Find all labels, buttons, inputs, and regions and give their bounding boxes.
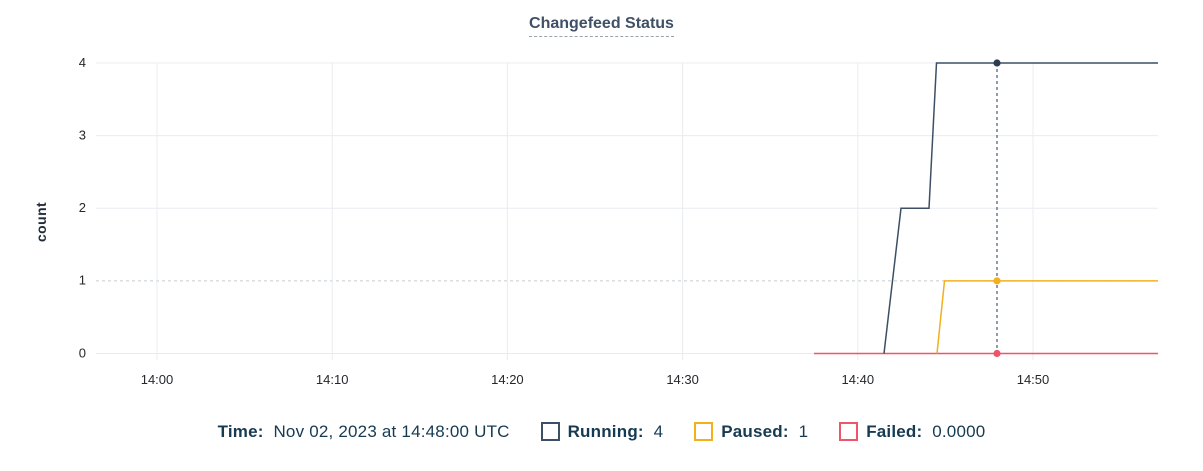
svg-text:14:40: 14:40 xyxy=(842,372,875,387)
svg-text:14:00: 14:00 xyxy=(141,372,174,387)
svg-text:3: 3 xyxy=(79,128,86,143)
svg-text:14:10: 14:10 xyxy=(316,372,349,387)
svg-text:14:50: 14:50 xyxy=(1017,372,1050,387)
svg-text:14:20: 14:20 xyxy=(491,372,524,387)
svg-text:2: 2 xyxy=(79,200,86,215)
svg-text:0: 0 xyxy=(79,346,86,361)
svg-text:4: 4 xyxy=(79,55,86,70)
svg-text:1: 1 xyxy=(79,273,86,288)
svg-text:14:30: 14:30 xyxy=(666,372,699,387)
